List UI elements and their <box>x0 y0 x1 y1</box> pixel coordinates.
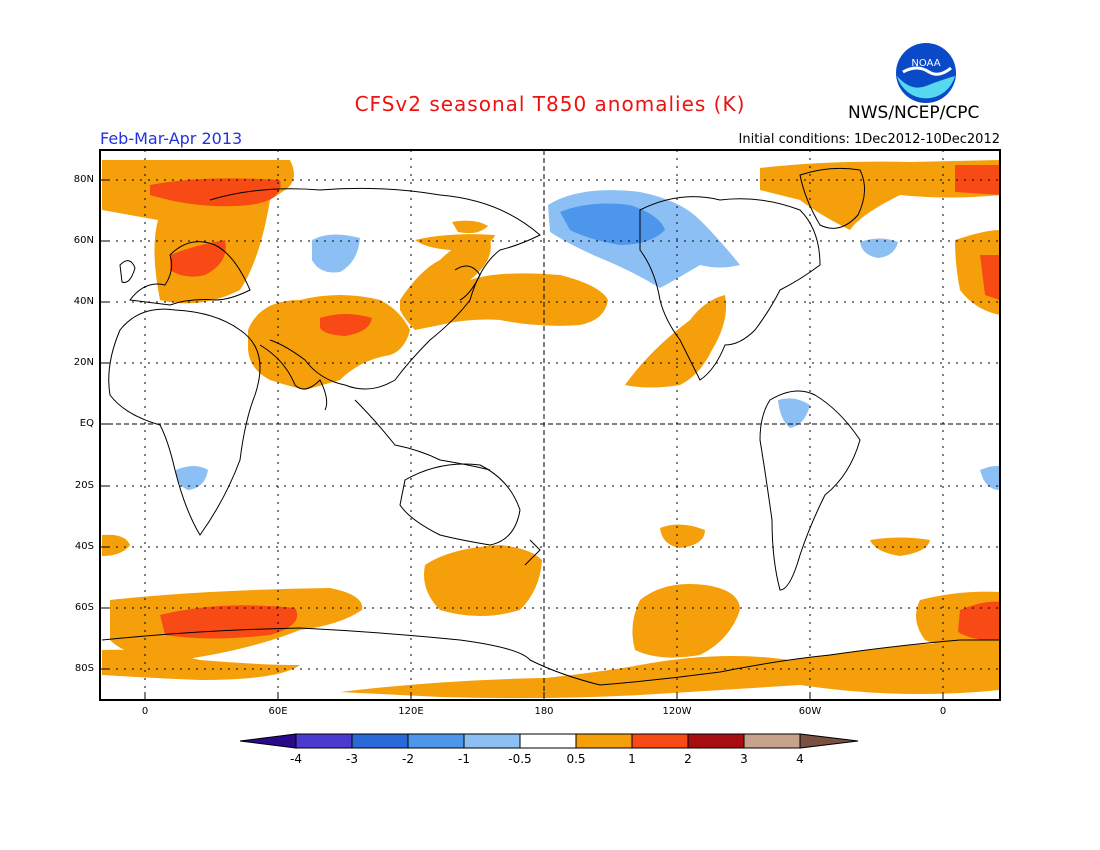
lon-label-0-right: 0 <box>939 706 947 717</box>
colorbar-label-minus4: -4 <box>290 752 302 766</box>
colorbar-bin--0.5-0.5 <box>519 733 577 749</box>
colorbar <box>239 733 859 749</box>
lat-label-80s: 80S <box>74 663 94 674</box>
coastlines <box>101 167 1000 686</box>
lon-label-120e: 120E <box>398 706 424 717</box>
colorbar-label-1: 1 <box>628 752 636 766</box>
colorbar-bin-gt-4 <box>799 733 859 749</box>
colorbar-label-2: 2 <box>684 752 692 766</box>
colorbar-bin-3-4 <box>743 733 801 749</box>
colorbar-bin--4--3 <box>295 733 353 749</box>
reference-lines <box>100 150 1000 700</box>
colorbar-bin--3--2 <box>351 733 409 749</box>
lat-label-eq: EQ <box>79 418 94 429</box>
axis-ticks <box>100 179 944 700</box>
lon-label-0: 0 <box>141 706 149 717</box>
colorbar-bin-0.5-1 <box>575 733 633 749</box>
agency-label: NWS/NCEP/CPC <box>848 103 980 123</box>
map-frame <box>99 149 1001 701</box>
lat-label-40s: 40S <box>74 541 94 552</box>
colorbar-label-3: 3 <box>740 752 748 766</box>
svg-text:NOAA: NOAA <box>911 58 940 69</box>
colorbar-bin--1--0.5 <box>463 733 521 749</box>
lon-label-60e: 60E <box>268 706 288 717</box>
colorbar-bin-2-3 <box>687 733 745 749</box>
colorbar-label-4: 4 <box>796 752 804 766</box>
colorbar-bin--2--1 <box>407 733 465 749</box>
lon-label-120w: 120W <box>662 706 692 717</box>
lat-label-40n: 40N <box>73 296 94 307</box>
colorbar-bin-1-2 <box>631 733 689 749</box>
lat-label-80n: 80N <box>73 174 94 185</box>
lat-label-60s: 60S <box>74 602 94 613</box>
lat-label-60n: 60N <box>73 235 94 246</box>
lat-label-20s: 20S <box>74 480 94 491</box>
gridlines <box>100 150 1000 700</box>
colorbar-label-0-5: 0.5 <box>566 752 586 766</box>
colorbar-label-minus3: -3 <box>346 752 358 766</box>
lon-label-180: 180 <box>534 706 554 717</box>
colorbar-label-minus0-5: -0.5 <box>508 752 532 766</box>
lon-label-60w: 60W <box>798 706 822 717</box>
initial-conditions-label: Initial conditions: 1Dec2012-10Dec2012 <box>738 132 1000 147</box>
noaa-logo: NOAA <box>896 43 956 103</box>
colorbar-label-minus1: -1 <box>458 752 470 766</box>
lat-label-20n: 20N <box>73 357 94 368</box>
season-label: Feb-Mar-Apr 2013 <box>100 129 243 148</box>
colorbar-label-minus2: -2 <box>402 752 414 766</box>
colorbar-bin-lt-4 <box>239 733 297 749</box>
anomaly-shading <box>102 160 1000 699</box>
map-title: CFSv2 seasonal T850 anomalies (K) <box>354 92 746 116</box>
